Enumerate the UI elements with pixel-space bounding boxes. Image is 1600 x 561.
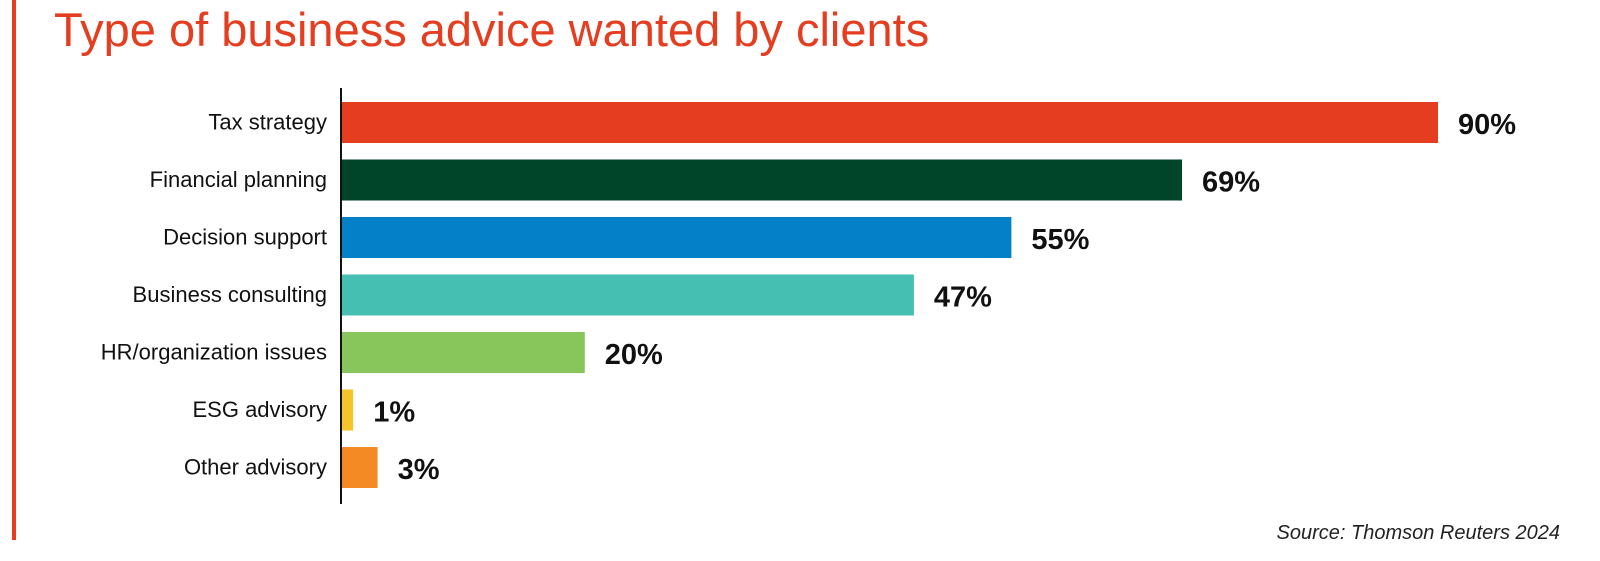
bar-decision-support [341, 217, 1012, 258]
left-accent-rule [12, 0, 16, 540]
value-label: 20% [605, 339, 663, 371]
bar-hr-organization-issues [341, 332, 585, 373]
bar-esg-advisory [341, 389, 354, 431]
category-label: Financial planning [150, 167, 327, 192]
category-label: Other advisory [184, 454, 327, 479]
bar-other-advisory [341, 447, 378, 488]
bar-tax-strategy [341, 102, 1438, 143]
value-label: 47% [934, 282, 992, 314]
bar-business-consulting [341, 274, 914, 316]
value-label: 90% [1458, 109, 1516, 141]
chart-title: Type of business advice wanted by client… [54, 3, 930, 56]
source-note: Source: Thomson Reuters 2024 [1276, 522, 1561, 544]
bar-financial-planning [341, 159, 1183, 201]
value-label: 69% [1202, 167, 1260, 199]
category-label: Decision support [163, 224, 327, 249]
category-label: HR/organization issues [101, 339, 327, 364]
category-label: Business consulting [133, 282, 327, 307]
value-label: 55% [1031, 224, 1089, 256]
category-label: Tax strategy [208, 109, 327, 134]
value-label: 1% [373, 397, 415, 429]
category-label: ESG advisory [193, 397, 328, 422]
value-label: 3% [398, 454, 440, 486]
